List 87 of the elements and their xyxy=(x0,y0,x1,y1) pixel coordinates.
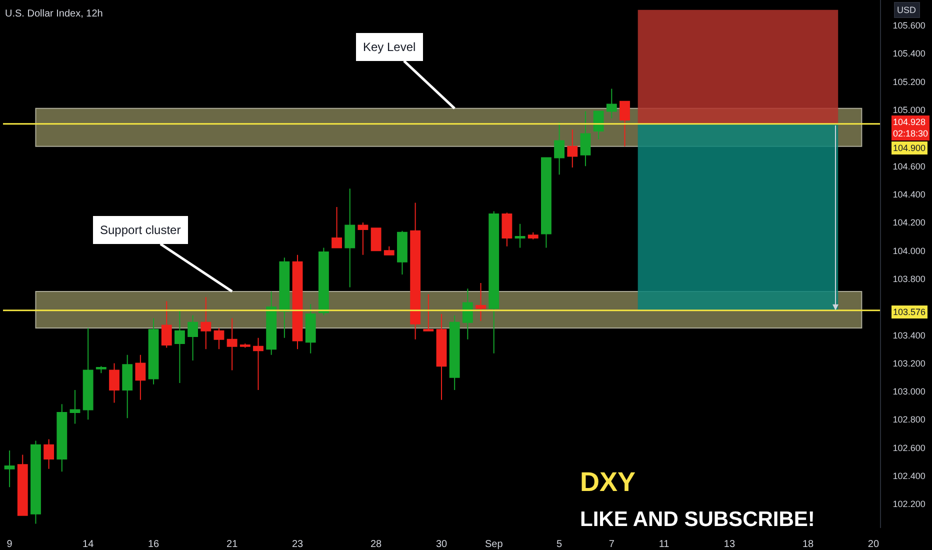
x-tick-label: 16 xyxy=(148,539,160,550)
y-tick-label: 103.800 xyxy=(892,274,926,284)
x-tick-label: 30 xyxy=(436,539,448,550)
candlestick xyxy=(253,337,264,391)
y-tick-label: 103.400 xyxy=(892,330,926,340)
candlestick xyxy=(436,313,447,400)
band-label: Key Level xyxy=(363,40,416,54)
candlestick xyxy=(56,404,68,472)
x-tick-label: 21 xyxy=(226,539,238,550)
candlestick xyxy=(370,228,382,252)
candlestick xyxy=(200,296,212,350)
candlestick xyxy=(44,438,54,470)
candlestick xyxy=(580,110,591,167)
x-tick-label: 14 xyxy=(82,539,94,550)
annotation: DXY xyxy=(580,467,636,497)
annotation: LIKE AND SUBSCRIBE! xyxy=(580,508,815,531)
candlestick xyxy=(122,354,133,419)
candlestick xyxy=(82,328,94,420)
ref-line-label: 103.576 xyxy=(893,307,926,317)
x-tick-label: 9 xyxy=(6,539,13,550)
candlestick xyxy=(305,304,316,354)
candlestick xyxy=(358,222,368,256)
candlestick xyxy=(344,188,356,288)
candlestick xyxy=(226,318,238,371)
candlestick xyxy=(266,290,277,356)
candlestick xyxy=(70,390,80,424)
candlestick xyxy=(318,247,329,316)
text: U.S. Dollar Index, 12h xyxy=(5,8,103,20)
candlestick xyxy=(240,343,250,348)
y-tick-label: 105.600 xyxy=(892,20,926,30)
candlestick xyxy=(17,454,28,516)
candlestick xyxy=(292,254,303,350)
x-tick-label: 13 xyxy=(724,539,736,550)
candlestick xyxy=(449,314,460,391)
candlestick xyxy=(96,366,106,374)
ref-line-label: 104.900 xyxy=(893,143,926,153)
candlestick xyxy=(397,230,408,276)
candlestick xyxy=(593,110,604,140)
x-tick-label: 18 xyxy=(802,539,814,550)
candlestick xyxy=(214,328,224,350)
y-tick-label: 104.400 xyxy=(892,189,926,200)
candlestick xyxy=(488,210,500,354)
candlestick xyxy=(541,157,552,248)
x-tick-label: 20 xyxy=(868,539,880,550)
x-tick-label: 5 xyxy=(556,539,563,550)
candlestick xyxy=(174,309,185,384)
candlestick xyxy=(109,362,120,404)
x-tick-label: 7 xyxy=(608,539,615,550)
y-tick-label: 105.400 xyxy=(892,48,926,59)
candlestick xyxy=(135,354,146,400)
y-tick-label: 105.200 xyxy=(892,76,926,87)
candlestick xyxy=(423,294,434,332)
y-tick-label: 102.600 xyxy=(892,442,926,453)
candlestick xyxy=(502,212,512,247)
x-tick-label: 23 xyxy=(292,539,304,550)
x-tick-label: Sep xyxy=(484,539,504,550)
y-tick-label: 103.200 xyxy=(892,358,926,368)
candlestick xyxy=(606,88,617,119)
y-tick-label: 102.400 xyxy=(892,471,926,482)
x-tick-label: 11 xyxy=(658,539,670,550)
candlestick xyxy=(476,282,486,322)
y-tick-label: 103.000 xyxy=(892,386,926,397)
y-tick-label: 105.000 xyxy=(892,104,926,115)
candlestick xyxy=(4,450,15,488)
x-tick-label: 28 xyxy=(370,539,382,550)
candlestick xyxy=(188,314,198,361)
candlestick xyxy=(30,440,41,524)
candlestick xyxy=(514,223,526,248)
candlestick xyxy=(410,202,421,340)
candlestick xyxy=(567,129,578,168)
candlestick xyxy=(528,232,538,240)
candlestick xyxy=(161,300,172,348)
y-tick-label: 102.200 xyxy=(892,499,926,510)
y-tick-label: 102.800 xyxy=(892,414,926,425)
y-tick-label: 104.600 xyxy=(892,161,926,172)
y-axis-title: USD xyxy=(897,5,916,15)
candlestick xyxy=(279,257,290,338)
candlestick xyxy=(148,318,159,385)
candlestick xyxy=(462,288,473,340)
y-tick-label: 104.200 xyxy=(892,218,926,228)
candlestick xyxy=(332,206,342,248)
y-tick-label: 104.000 xyxy=(892,246,926,256)
candlestick xyxy=(384,246,394,256)
text: 104.928 02:18:30 xyxy=(893,117,928,139)
band-label: Support cluster xyxy=(100,223,181,237)
candlestick xyxy=(620,100,630,147)
candlestick xyxy=(554,122,565,176)
